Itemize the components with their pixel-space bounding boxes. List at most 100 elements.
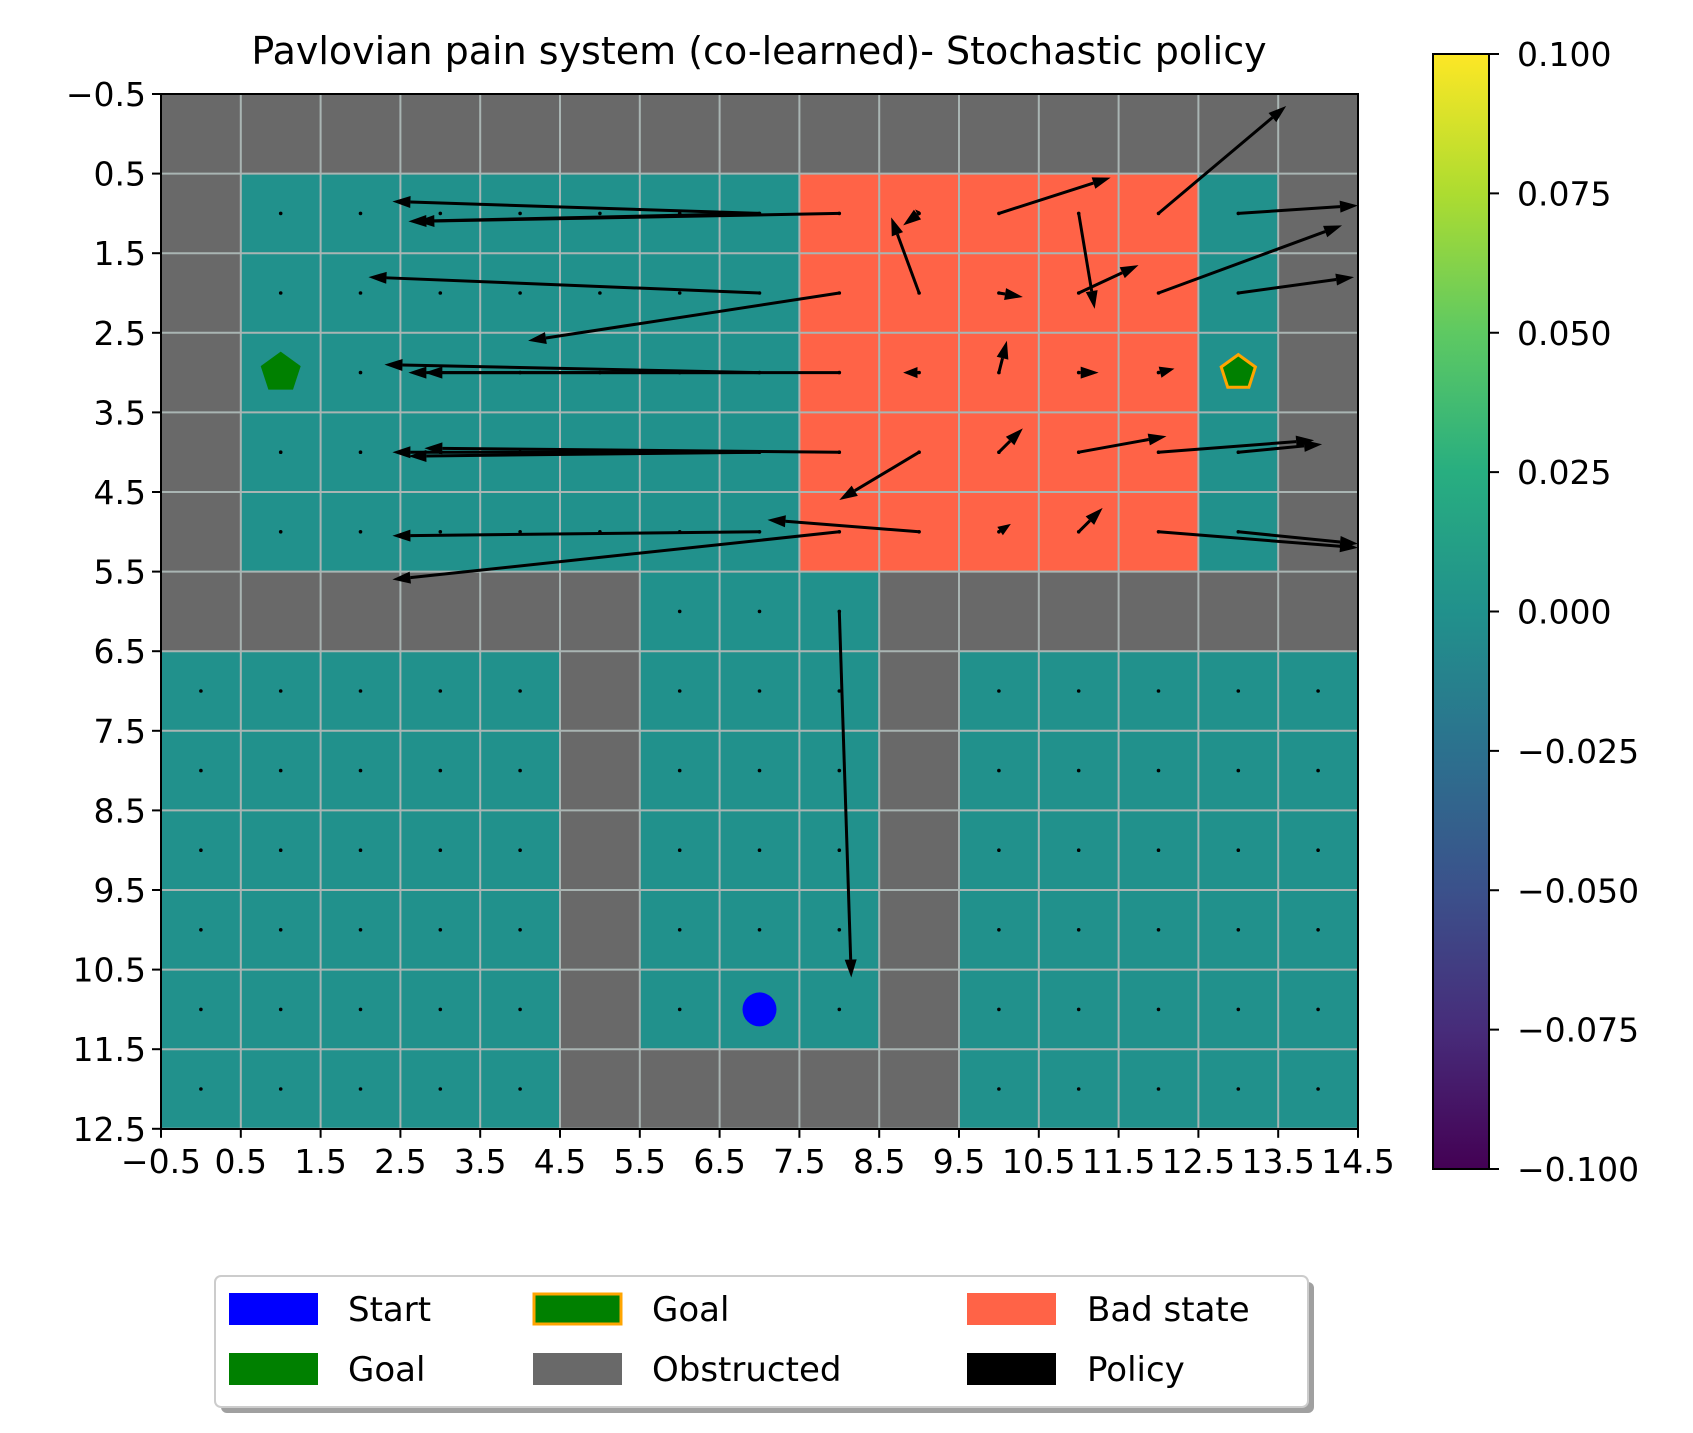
policy-dot-5-4 <box>518 530 522 534</box>
policy-dot-4-2 <box>358 450 363 455</box>
policy-arrow-shaft <box>1158 440 1297 454</box>
y-tick-label-13: 12.5 <box>73 1110 146 1149</box>
grid-cell-0-8 <box>799 94 880 175</box>
colorbar-tick-label-7: −0.075 <box>1517 1011 1639 1050</box>
policy-dot-10-10 <box>997 928 1001 932</box>
legend-swatch-start <box>229 1293 318 1325</box>
policy-arrow-shaft <box>1158 530 1341 548</box>
legend-label-bad-state: Bad state <box>1087 1290 1250 1330</box>
policy-arrow-shaft <box>1238 278 1337 295</box>
policy-arrow-head <box>1339 535 1358 548</box>
policy-dot-9-6 <box>677 848 682 852</box>
policy-arrow-head <box>1080 366 1099 379</box>
grid-cell-6-3 <box>400 571 481 652</box>
policy-arrow-11 <box>891 217 921 294</box>
grid-cell-0-1 <box>240 94 322 175</box>
legend-swatch-goal <box>229 1353 318 1385</box>
policy-arrow-head <box>997 523 1011 536</box>
grid-cell-6-4 <box>480 571 561 652</box>
policy-dot-11-8 <box>837 1007 842 1012</box>
grid-cell-0-5 <box>560 94 641 175</box>
markers <box>260 351 1258 1027</box>
y-tick-label-6: 5.5 <box>94 553 146 592</box>
policy-dot-7-13 <box>1236 689 1241 693</box>
x-tick-label-6: 5.5 <box>614 1142 666 1181</box>
policy-dot-8-3 <box>438 768 443 773</box>
grid-cell-10-9 <box>879 890 960 971</box>
legend-swatch-policy <box>967 1353 1056 1385</box>
grid-cell-2-14 <box>1278 253 1359 334</box>
policy-arrow-35 <box>1077 507 1103 533</box>
y-tick-label-10: 9.5 <box>94 871 146 910</box>
policy-arrow-head <box>392 196 411 209</box>
grid-cell-8-5 <box>560 730 641 811</box>
policy-dot-10-7 <box>757 928 762 932</box>
policy-dot-12-14 <box>1316 1087 1320 1091</box>
policy-arrow-head <box>844 959 857 978</box>
plot-frame <box>160 93 1359 1130</box>
grid-cell-6-2 <box>320 571 401 652</box>
policy-arrow-shaft <box>1238 530 1341 544</box>
policy-arrow-head <box>839 485 858 500</box>
policy-arrow-30 <box>1238 439 1323 454</box>
policy-dot-11-11 <box>1076 1007 1081 1012</box>
policy-dot-11-2 <box>358 1007 363 1012</box>
grid-cell-0-10 <box>959 94 1040 175</box>
policy-dot-9-14 <box>1316 848 1320 852</box>
x-tick-label-1: 0.5 <box>215 1142 267 1181</box>
policy-arrow-shaft <box>1157 116 1274 215</box>
policy-dot-2-5 <box>598 291 602 295</box>
grid-cell-0-12 <box>1118 94 1199 175</box>
policy-dot-2-3 <box>438 291 443 295</box>
grid-cell-2-0 <box>161 253 242 334</box>
legend-label-obstructed: Obstructed <box>652 1350 841 1390</box>
policy-dot-8-1 <box>278 768 283 773</box>
policy-arrow-10 <box>528 291 840 344</box>
policy-dot-10-11 <box>1076 928 1081 932</box>
policy-arrow-28 <box>1078 433 1167 454</box>
y-tick-label-9: 8.5 <box>94 791 146 830</box>
policy-dot-9-10 <box>997 848 1001 852</box>
policy-dot-5-3 <box>438 530 443 534</box>
policy-arrow-shaft <box>895 233 921 294</box>
x-tick-label-0: −0.5 <box>121 1142 201 1181</box>
policy-arrow-shaft <box>1077 213 1094 292</box>
policy-dot-7-7 <box>757 689 762 693</box>
policy-dot-10-4 <box>518 928 522 932</box>
colorbar-tick-label-5: −0.025 <box>1517 732 1639 771</box>
policy-dot-11-10 <box>997 1007 1001 1012</box>
policy-arrow-25 <box>424 442 840 455</box>
policy-dot-7-2 <box>358 689 363 693</box>
policy-arrow-head <box>408 214 427 227</box>
policy-arrow-7 <box>1157 105 1287 215</box>
chart-title: Pavlovian pain system (co-learned)- Stoc… <box>251 29 1266 73</box>
policy-arrow-head <box>915 209 921 215</box>
policy-dot-10-0 <box>199 928 203 932</box>
x-tick-label-9: 8.5 <box>853 1142 905 1181</box>
colorbar-tick-label-3: 0.025 <box>1517 453 1611 492</box>
policy-arrow-head <box>1004 288 1023 300</box>
policy-arrow-head <box>1085 507 1103 525</box>
policy-arrow-head <box>1091 177 1111 189</box>
grid-cell-9-5 <box>560 810 641 891</box>
policy-dot-9-1 <box>278 848 283 852</box>
policy-dot-4-1 <box>278 450 283 455</box>
grid-cell-0-3 <box>400 94 481 175</box>
y-tick-label-12: 11.5 <box>73 1030 146 1069</box>
policy-arrow-2 <box>416 211 840 228</box>
policy-dot-6-6 <box>677 609 682 614</box>
policy-dot-12-0 <box>199 1087 203 1091</box>
policy-dot-7-8 <box>837 689 842 693</box>
policy-dot-7-0 <box>199 689 203 693</box>
policy-dot-9-13 <box>1236 848 1241 852</box>
grid-cell-9-9 <box>879 810 960 891</box>
policy-dot-10-3 <box>438 928 443 932</box>
policy-arrow-head <box>1005 428 1023 446</box>
policy-dot-8-13 <box>1236 768 1241 773</box>
x-tick-label-12: 11.5 <box>1082 1142 1155 1181</box>
policy-dot-12-2 <box>358 1087 363 1091</box>
policy-arrow-15 <box>1238 273 1355 295</box>
policy-arrow-head <box>1303 439 1323 452</box>
x-tick-label-10: 9.5 <box>933 1142 985 1181</box>
